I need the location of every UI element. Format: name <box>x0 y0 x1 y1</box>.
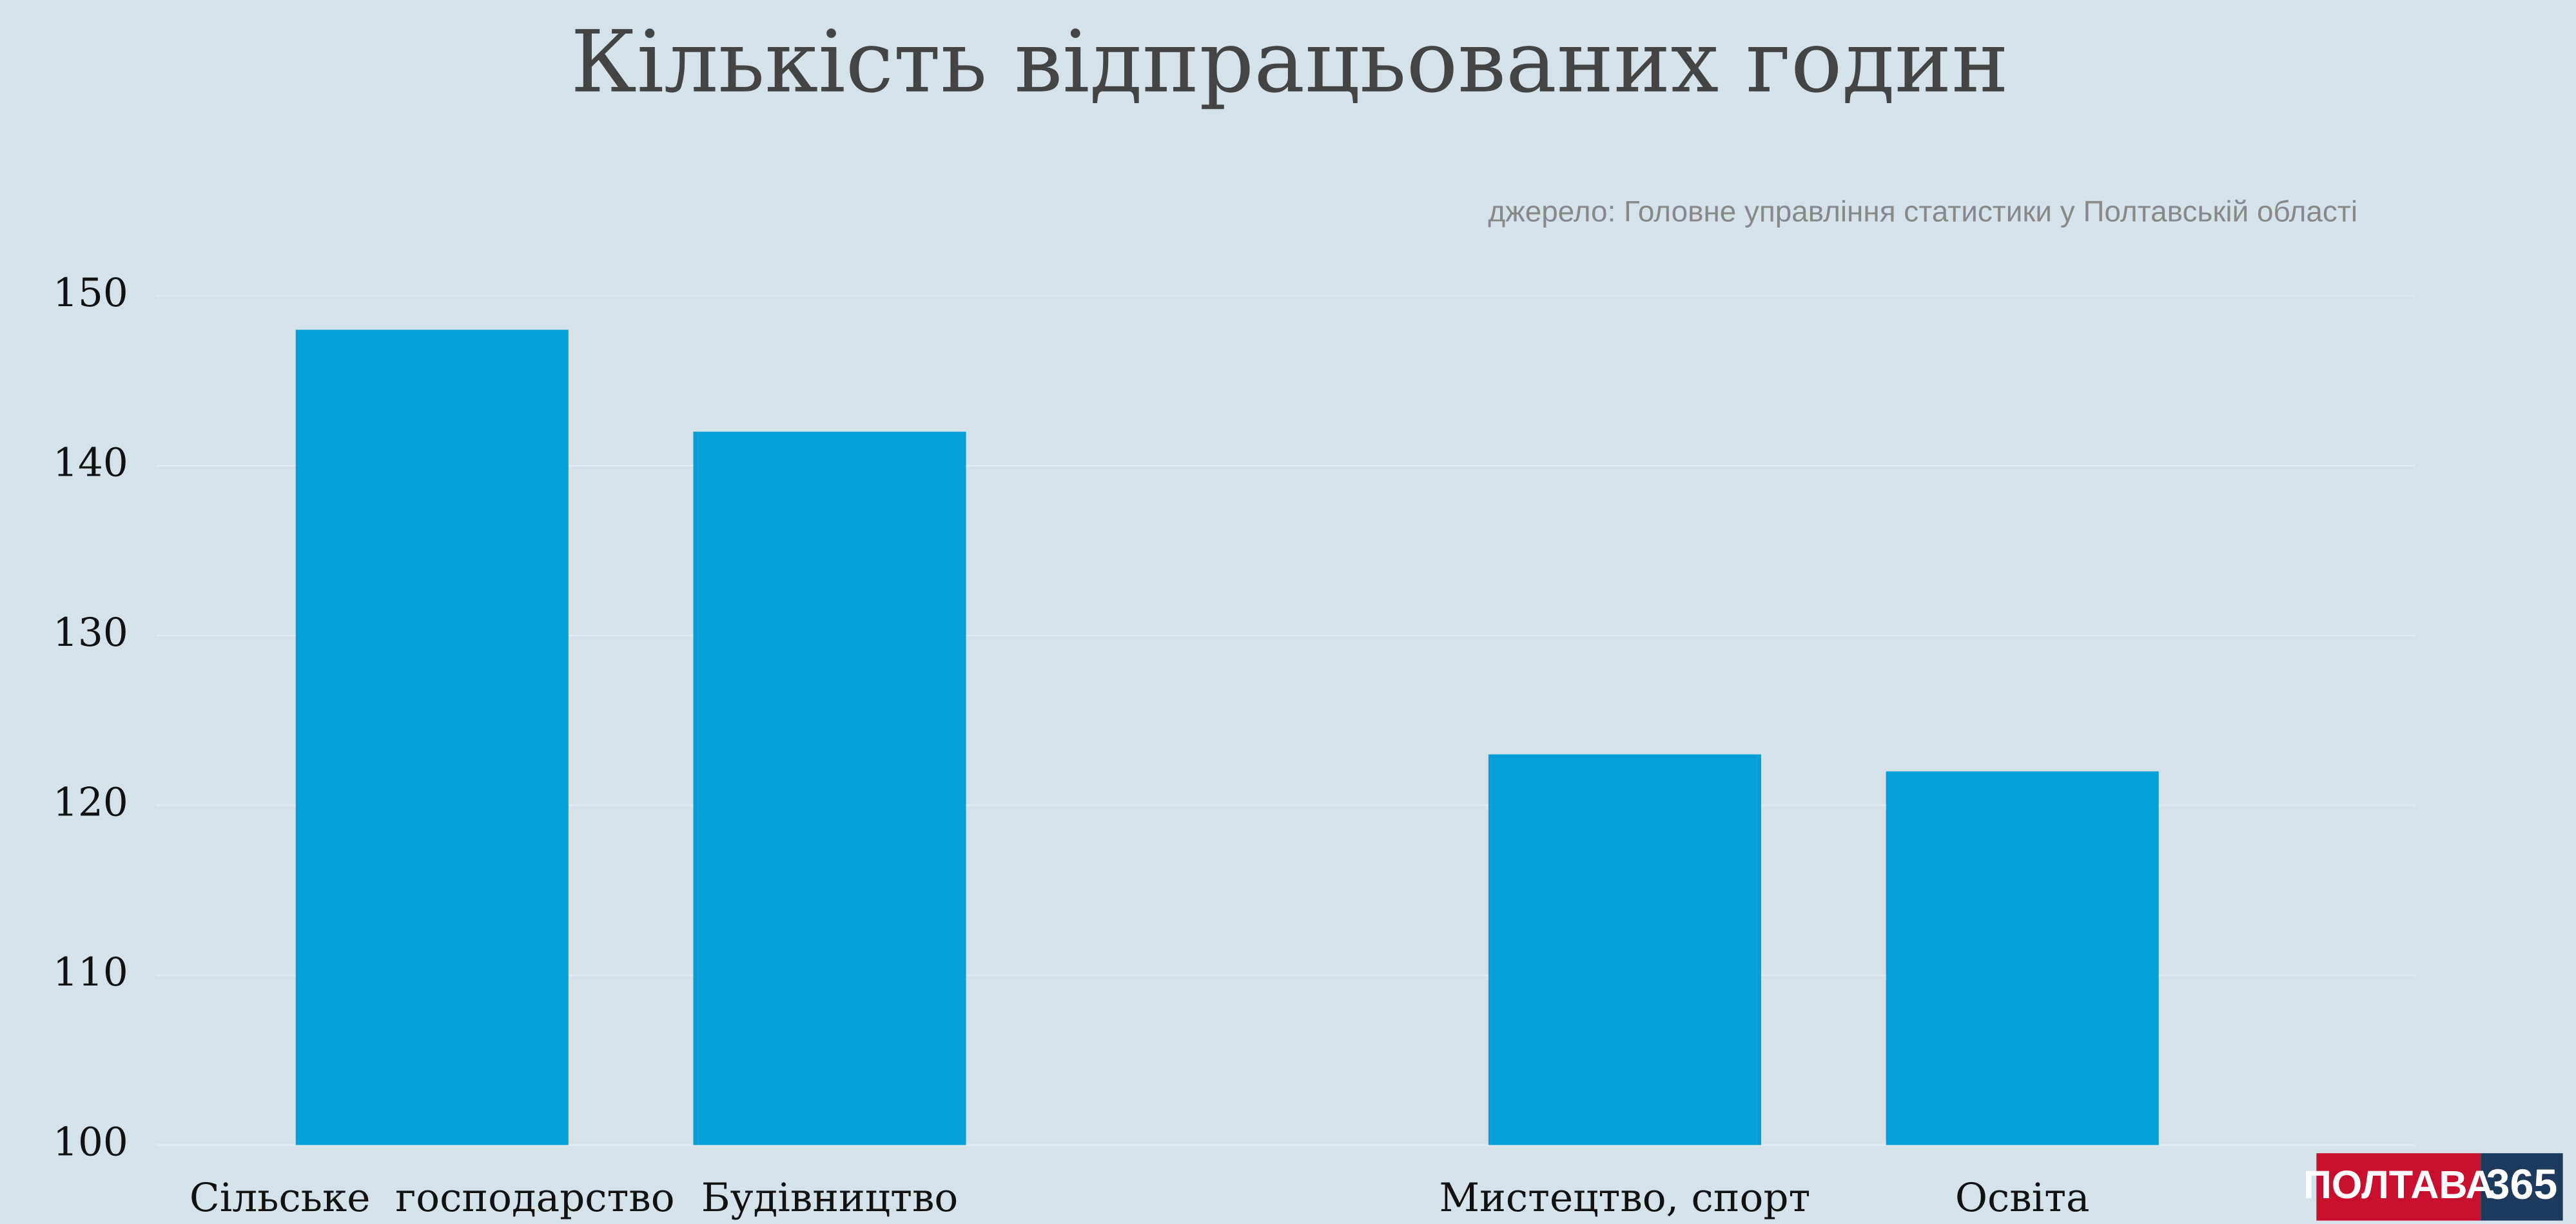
bar <box>1488 754 1761 1145</box>
bar <box>1886 771 2159 1145</box>
logo: ПОЛТАВА 365 <box>2303 1153 2563 1221</box>
y-tick-label: 120 <box>53 780 128 826</box>
logo-name: ПОЛТАВА <box>2303 1163 2494 1207</box>
y-tick-label: 100 <box>53 1120 128 1165</box>
logo-red <box>2316 1153 2481 1221</box>
y-tick-label: 110 <box>53 949 128 995</box>
chart-title: Кількість відпрацьованих годин <box>571 13 2009 112</box>
y-tick-label: 150 <box>53 270 128 316</box>
x-tick-label: Будівництво <box>701 1175 959 1221</box>
x-tick-label: Сільське господарство <box>190 1175 675 1221</box>
y-tick-label: 140 <box>53 440 128 486</box>
logo-blue <box>2481 1153 2563 1221</box>
chart-subtitle: джерело: Головне управління статистики у… <box>1488 195 2357 228</box>
bar <box>693 431 966 1145</box>
bar <box>295 329 569 1145</box>
logo-number: 365 <box>2486 1161 2558 1209</box>
x-tick-label: Освіта <box>1955 1175 2090 1221</box>
x-tick-label: Мистецтво, спорт <box>1439 1175 1811 1221</box>
y-tick-label: 130 <box>53 610 128 656</box>
